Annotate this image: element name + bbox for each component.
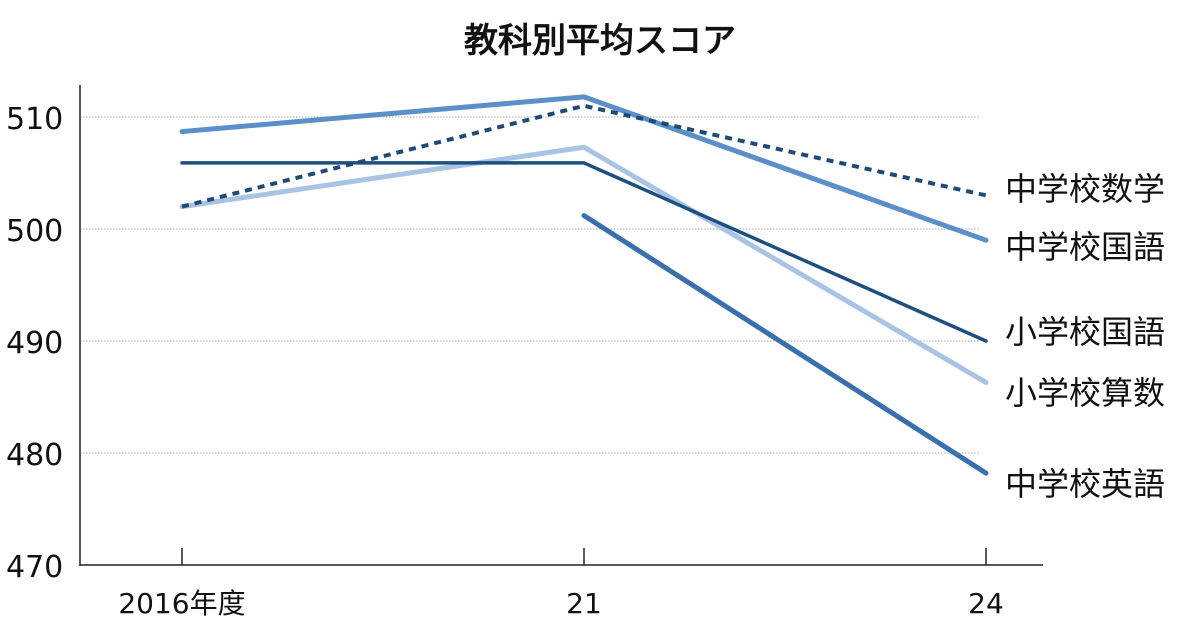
chart-title: 教科別平均スコア — [464, 21, 736, 61]
series-label: 中学校数学 — [1005, 170, 1165, 208]
series-line — [179, 144, 989, 385]
series-line — [180, 161, 988, 343]
y-tick-label: 510 — [6, 102, 63, 137]
y-tick-label: 490 — [6, 326, 63, 361]
x-tick-label: 21 — [566, 587, 602, 620]
series-label: 中学校英語 — [1005, 465, 1165, 503]
series-line — [179, 94, 989, 243]
x-tick-label: 24 — [968, 587, 1004, 620]
y-tick-label: 470 — [6, 550, 63, 585]
series-line — [581, 213, 989, 476]
series-line — [181, 103, 987, 209]
y-tick-label: 500 — [6, 214, 63, 249]
x-tick-label: 2016年度 — [118, 587, 245, 620]
series-label: 中学校国語 — [1005, 228, 1165, 266]
series-label: 小学校算数 — [1005, 374, 1165, 412]
y-tick-label: 480 — [6, 438, 63, 473]
series-label: 小学校国語 — [1005, 313, 1165, 351]
